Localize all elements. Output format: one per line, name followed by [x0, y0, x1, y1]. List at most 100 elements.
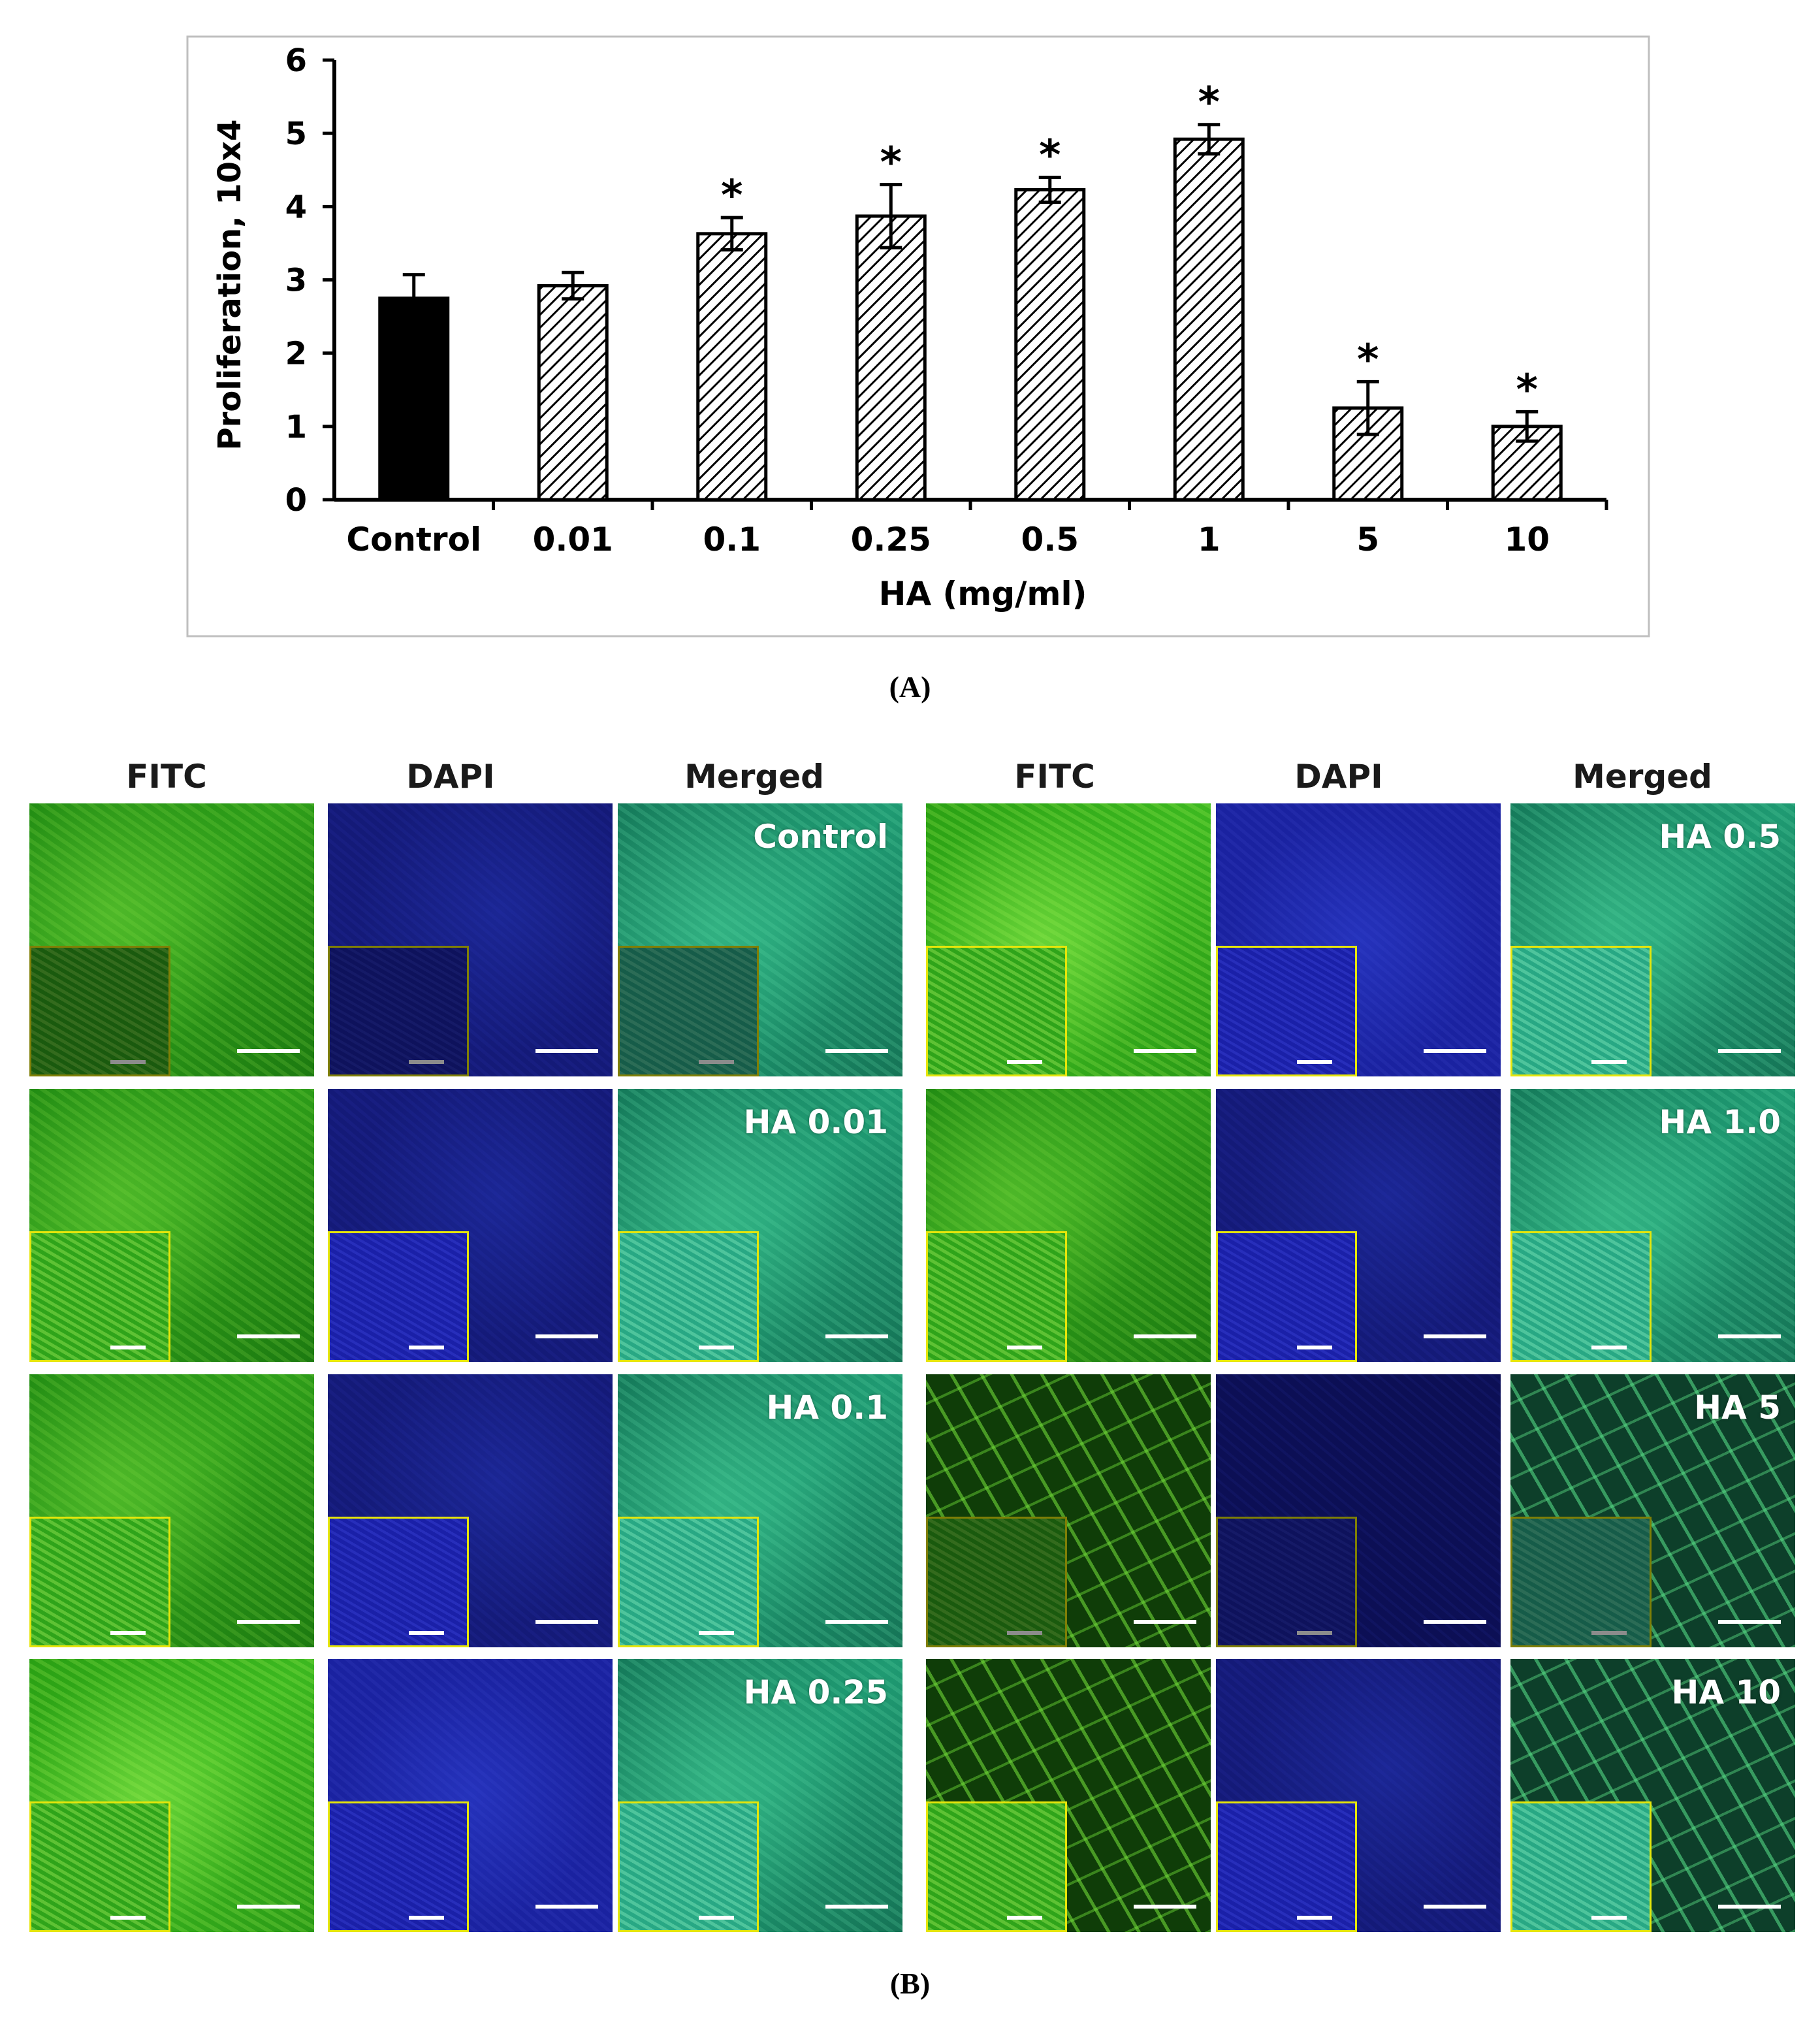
scale-bar [1718, 1620, 1781, 1624]
inset [1216, 1231, 1357, 1362]
inset [618, 1801, 759, 1932]
micrograph-dapi-control [328, 803, 613, 1076]
header-merged-right: Merged [1573, 758, 1712, 796]
micrograph-merged-control: Control [618, 803, 902, 1076]
scale-bar [1424, 1334, 1486, 1338]
micrograph-fitc-ha-0.25 [29, 1659, 314, 1932]
scale-bar [1134, 1905, 1196, 1909]
x-tick-label: Control [346, 521, 481, 558]
x-axis-label: HA (mg/ml) [878, 575, 1087, 613]
y-tick-label: 6 [285, 42, 307, 79]
micrograph-fitc-ha-1.0 [926, 1089, 1211, 1362]
condition-label: HA 0.01 [743, 1103, 888, 1141]
micrograph-merged-ha-0.25: HA 0.25 [618, 1659, 902, 1932]
y-tick-label: 1 [285, 409, 307, 445]
inset [328, 946, 469, 1076]
micrograph-fitc-ha-5 [926, 1374, 1211, 1647]
inset [29, 946, 170, 1076]
micrograph-dapi-ha-0.1 [328, 1374, 613, 1647]
inset [328, 1517, 469, 1647]
scale-bar [825, 1620, 888, 1624]
bar-0.1 [696, 232, 768, 502]
inset [1510, 1801, 1652, 1932]
inset [618, 1231, 759, 1362]
scale-bar [1718, 1049, 1781, 1053]
proliferation-chart: 0 1 2 3 4 5 6 Control 0.01 * 0.1 * 0.25 * 0.5 * 1 * 5 * 10 P… [186, 35, 1650, 637]
micrograph-merged-ha-0.1: HA 0.1 [618, 1374, 902, 1647]
header-fitc-left: FITC [126, 758, 207, 796]
condition-label: HA 10 [1671, 1673, 1781, 1711]
micrograph-dapi-ha-0.25 [328, 1659, 613, 1932]
panel-a-caption-text: (A) [889, 670, 931, 703]
inset [926, 1801, 1067, 1932]
scale-bar [535, 1049, 598, 1053]
micrograph-dapi-ha-10 [1216, 1659, 1501, 1932]
inset [328, 1801, 469, 1932]
scale-bar [825, 1905, 888, 1909]
scale-bar [1134, 1334, 1196, 1338]
micrograph-fitc-ha-0.01 [29, 1089, 314, 1362]
micrograph-fitc-ha-10 [926, 1659, 1211, 1932]
condition-label: HA 0.25 [743, 1673, 888, 1711]
scale-bar [237, 1620, 300, 1624]
micrograph-dapi-ha-0.5 [1216, 803, 1501, 1076]
significance-star: * [721, 172, 742, 220]
bar-Control [378, 297, 450, 502]
scale-bar [535, 1620, 598, 1624]
scale-bar [535, 1905, 598, 1909]
inset [29, 1517, 170, 1647]
y-tick-label: 5 [285, 116, 307, 152]
micrograph-fitc-ha-0.1 [29, 1374, 314, 1647]
scale-bar [237, 1334, 300, 1338]
micrograph-merged-ha-0.5: HA 0.5 [1510, 803, 1795, 1076]
y-tick-label: 0 [285, 482, 307, 519]
scale-bar [1134, 1620, 1196, 1624]
header-fitc-right: FITC [1014, 758, 1095, 796]
scale-bar [1424, 1620, 1486, 1624]
scale-bar [237, 1905, 300, 1909]
scale-bar [1424, 1905, 1486, 1909]
x-tick-label: 5 [1356, 521, 1379, 558]
inset [1510, 946, 1652, 1076]
y-tick-label: 3 [285, 263, 307, 299]
micrograph-merged-ha-5: HA 5 [1510, 1374, 1795, 1647]
header-dapi-left: DAPI [406, 758, 495, 796]
micrograph-merged-ha-1.0: HA 1.0 [1510, 1089, 1795, 1362]
inset [618, 946, 759, 1076]
x-tick-label: 10 [1504, 521, 1550, 558]
micrograph-merged-ha-10: HA 10 [1510, 1659, 1795, 1932]
scale-bar [1134, 1049, 1196, 1053]
inset [1510, 1517, 1652, 1647]
scale-bar [825, 1334, 888, 1338]
bar-0.5 [1014, 188, 1086, 502]
condition-label: HA 0.5 [1659, 818, 1781, 856]
header-merged-left: Merged [684, 758, 824, 796]
micrograph-dapi-ha-0.01 [328, 1089, 613, 1362]
significance-star: * [1198, 79, 1220, 127]
inset [1510, 1231, 1652, 1362]
condition-label: HA 0.1 [766, 1389, 888, 1427]
inset [926, 1231, 1067, 1362]
condition-label: HA 5 [1694, 1389, 1781, 1427]
significance-star: * [1516, 366, 1538, 414]
y-tick-label: 4 [285, 189, 307, 225]
panel-a-caption: (A) [0, 670, 1820, 704]
inset [1216, 1801, 1357, 1932]
bar-1 [1173, 137, 1245, 502]
micrograph-merged-ha-0.01: HA 0.01 [618, 1089, 902, 1362]
micrograph-dapi-ha-5 [1216, 1374, 1501, 1647]
inset [1216, 1517, 1357, 1647]
inset [926, 946, 1067, 1076]
significance-star: * [1039, 131, 1061, 180]
micrograph-dapi-ha-1.0 [1216, 1089, 1501, 1362]
bar-0.25 [855, 214, 927, 502]
condition-label: HA 1.0 [1659, 1103, 1781, 1141]
micrograph-fitc-control [29, 803, 314, 1076]
bar-0.01 [537, 283, 609, 502]
x-tick-label: 0.1 [703, 521, 761, 558]
inset [29, 1801, 170, 1932]
condition-label: Control [753, 818, 888, 856]
micrograph-fitc-ha-0.5 [926, 803, 1211, 1076]
y-axis-label: Proliferation, 10x4 [212, 120, 248, 451]
x-tick-label: 0.25 [851, 521, 931, 558]
